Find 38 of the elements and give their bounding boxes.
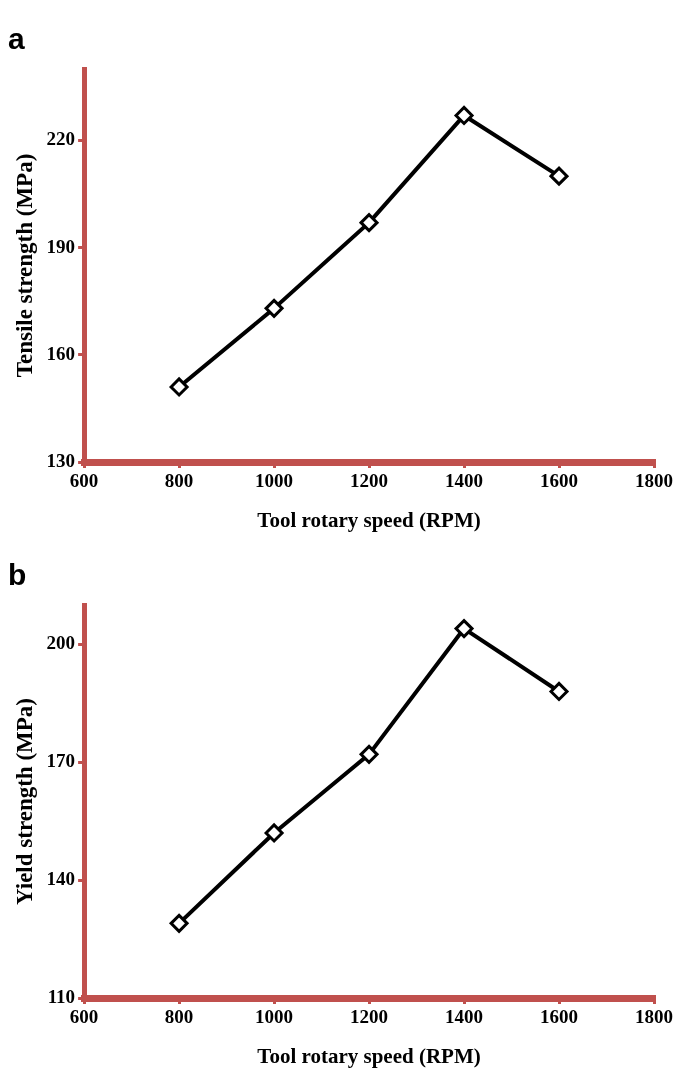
x-tick-label: 1200 xyxy=(350,470,389,492)
y-tick-label: 200 xyxy=(46,632,76,654)
point xyxy=(359,213,379,233)
y-tick-label: 190 xyxy=(46,235,76,257)
point xyxy=(264,298,284,318)
x-axis-title: Tool rotary speed (RPM) xyxy=(257,1043,481,1068)
point xyxy=(549,681,569,701)
y-tick-label: 220 xyxy=(46,128,76,150)
x-tick-label: 600 xyxy=(69,1006,99,1028)
y-tick-label: 140 xyxy=(46,868,76,890)
x-tick-label: 1000 xyxy=(255,1006,294,1028)
x-tick-label: 800 xyxy=(164,1006,194,1028)
x-tick-label: 1600 xyxy=(540,470,579,492)
point xyxy=(169,913,189,933)
y-tick-label: 160 xyxy=(46,342,76,364)
point xyxy=(264,823,284,843)
x-tick-label: 800 xyxy=(164,470,194,492)
x-tick-label: 1000 xyxy=(255,470,294,492)
x-tick-label: 1400 xyxy=(445,470,484,492)
x-axis-title: Tool rotary speed (RPM) xyxy=(257,507,481,532)
point xyxy=(454,619,474,639)
point xyxy=(359,744,379,764)
y-tick-label: 130 xyxy=(46,449,76,471)
x-tick-label: 1600 xyxy=(540,1006,579,1028)
y-axis-title: Yield strength (MPa) xyxy=(11,698,37,905)
x-tick-label: 1200 xyxy=(350,1006,389,1028)
chart-title: b xyxy=(8,558,27,592)
y-axis-title: Tensile strength (MPa) xyxy=(11,153,37,378)
y-tick-label: 110 xyxy=(47,985,76,1007)
x-tick-label: 1800 xyxy=(635,1006,673,1028)
y-tick-label: 170 xyxy=(46,750,76,772)
point xyxy=(169,377,189,397)
chart-title: a xyxy=(8,22,25,56)
x-tick-label: 600 xyxy=(69,470,99,492)
point xyxy=(549,166,569,186)
point xyxy=(454,105,474,125)
x-tick-label: 1400 xyxy=(445,1006,484,1028)
x-tick-label: 1800 xyxy=(635,470,673,492)
